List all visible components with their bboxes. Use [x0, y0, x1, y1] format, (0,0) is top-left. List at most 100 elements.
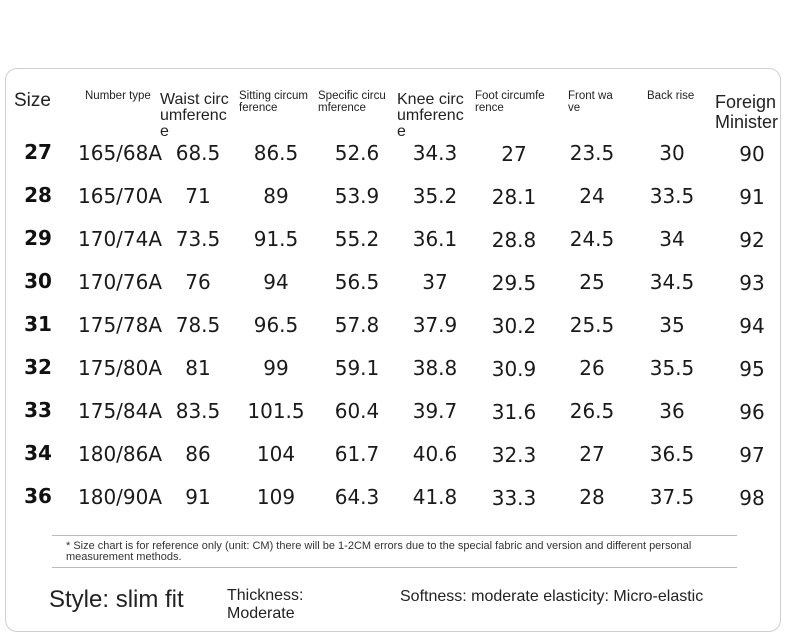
foreign-cell: 94 [739, 314, 765, 338]
front-wave-cell: 25.5 [569, 313, 615, 337]
specific-cell: 53.9 [334, 184, 380, 208]
front-wave-cell: 25 [579, 270, 605, 294]
specific-cell: 59.1 [334, 356, 380, 380]
waist-cell: 78.5 [175, 313, 221, 337]
size-cell: 33 [24, 398, 52, 422]
foot-cell: 27 [501, 142, 527, 166]
sitting-cell: 96.5 [253, 313, 299, 337]
knee-cell: 38.8 [412, 356, 458, 380]
specific-cell: 61.7 [334, 442, 380, 466]
waist-cell: 71 [185, 184, 211, 208]
knee-cell: 37 [422, 270, 448, 294]
softness-label: Softness: moderate elasticity: Micro-ela… [400, 588, 704, 605]
style-label: Style: slim fit [49, 586, 184, 613]
foot-cell: 33.3 [491, 486, 537, 510]
foreign-cell: 98 [739, 486, 765, 510]
foot-cell: 31.6 [491, 400, 537, 424]
foot-cell: 29.5 [491, 271, 537, 295]
foot-cell: 30.9 [491, 357, 537, 381]
knee-cell: 41.8 [412, 485, 458, 509]
waist-cell: 68.5 [175, 141, 221, 165]
size-cell: 28 [24, 183, 52, 207]
waist-cell: 86 [185, 442, 211, 466]
number-type-cell: 165/70A [78, 184, 163, 208]
size-cell: 30 [24, 269, 52, 293]
number-type-cell: 175/84A [78, 399, 163, 423]
note-divider-top [52, 535, 737, 536]
back-rise-cell: 37.5 [649, 485, 695, 509]
size-chart-card [5, 68, 781, 632]
size-cell: 31 [24, 312, 52, 336]
specific-cell: 55.2 [334, 227, 380, 251]
specific-cell: 57.8 [334, 313, 380, 337]
header-front-wave: Front wave [568, 90, 613, 114]
back-rise-cell: 30 [659, 141, 685, 165]
size-cell: 34 [24, 441, 52, 465]
header-specific: Specific circumference [318, 90, 386, 114]
header-back-rise: Back rise [647, 90, 695, 102]
back-rise-cell: 36 [659, 399, 685, 423]
foreign-cell: 95 [739, 357, 765, 381]
number-type-cell: 170/74A [78, 227, 163, 251]
back-rise-cell: 35.5 [649, 356, 695, 380]
waist-cell: 91 [185, 485, 211, 509]
number-type-cell: 170/76A [78, 270, 163, 294]
specific-cell: 56.5 [334, 270, 380, 294]
sitting-cell: 91.5 [253, 227, 299, 251]
number-type-cell: 175/80A [78, 356, 163, 380]
header-waist: Waist circumference [160, 91, 229, 140]
specific-cell: 60.4 [334, 399, 380, 423]
knee-cell: 34.3 [412, 141, 458, 165]
foreign-cell: 92 [739, 228, 765, 252]
back-rise-cell: 36.5 [649, 442, 695, 466]
front-wave-cell: 23.5 [569, 141, 615, 165]
header-knee: Knee circumference [397, 91, 464, 140]
sitting-cell: 104 [256, 442, 296, 466]
foreign-cell: 93 [739, 271, 765, 295]
size-cell: 27 [24, 140, 52, 164]
header-foreign: Foreign Minister [715, 92, 779, 132]
header-sitting: Sitting circumference [239, 90, 309, 114]
foot-cell: 32.3 [491, 443, 537, 467]
front-wave-cell: 27 [579, 442, 605, 466]
size-cell: 36 [24, 484, 52, 508]
sitting-cell: 101.5 [247, 399, 305, 423]
sitting-cell: 94 [263, 270, 289, 294]
foreign-cell: 96 [739, 400, 765, 424]
knee-cell: 35.2 [412, 184, 458, 208]
foot-cell: 30.2 [491, 314, 537, 338]
back-rise-cell: 34.5 [649, 270, 695, 294]
thickness-label: Thickness: Moderate [227, 587, 304, 622]
number-type-cell: 180/90A [78, 485, 163, 509]
note-divider-bottom [52, 567, 737, 568]
waist-cell: 73.5 [175, 227, 221, 251]
foot-cell: 28.8 [491, 228, 537, 252]
back-rise-cell: 35 [659, 313, 685, 337]
waist-cell: 76 [185, 270, 211, 294]
size-note: * Size chart is for reference only (unit… [66, 540, 692, 563]
knee-cell: 39.7 [412, 399, 458, 423]
size-cell: 32 [24, 355, 52, 379]
back-rise-cell: 34 [659, 227, 685, 251]
number-type-cell: 165/68A [78, 141, 163, 165]
foot-cell: 28.1 [491, 185, 537, 209]
sitting-cell: 99 [263, 356, 289, 380]
sitting-cell: 86.5 [253, 141, 299, 165]
header-size: Size [14, 90, 51, 111]
number-type-cell: 175/78A [78, 313, 163, 337]
front-wave-cell: 28 [579, 485, 605, 509]
header-foot: Foot circumference [475, 90, 545, 114]
header-number-type: Number type [85, 90, 151, 102]
knee-cell: 37.9 [412, 313, 458, 337]
back-rise-cell: 33.5 [649, 184, 695, 208]
waist-cell: 83.5 [175, 399, 221, 423]
front-wave-cell: 24 [579, 184, 605, 208]
foreign-cell: 91 [739, 185, 765, 209]
sitting-cell: 109 [256, 485, 296, 509]
specific-cell: 64.3 [334, 485, 380, 509]
specific-cell: 52.6 [334, 141, 380, 165]
front-wave-cell: 26.5 [569, 399, 615, 423]
waist-cell: 81 [185, 356, 211, 380]
knee-cell: 40.6 [412, 442, 458, 466]
foreign-cell: 97 [739, 443, 765, 467]
